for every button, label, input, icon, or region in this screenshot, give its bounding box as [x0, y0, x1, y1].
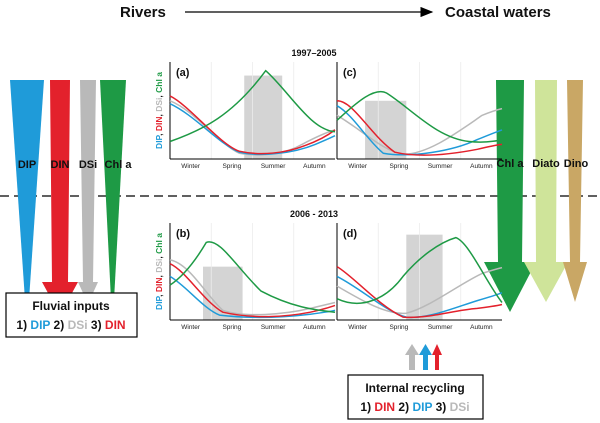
- panel-b-chl-curve: [169, 241, 336, 313]
- panel-d-dip-curve: [336, 275, 503, 319]
- panel-b-season-winter: Winter: [181, 324, 201, 331]
- panel-c-dip-curve: [336, 105, 503, 156]
- panel-c-chl-curve: [336, 90, 503, 143]
- panel-b-season-autumn: Autumn: [303, 324, 326, 331]
- coastal-arrow-dino: [563, 80, 587, 302]
- coastal-label-diato: Diato: [532, 158, 560, 170]
- coastal-label-chl: Chl a: [497, 158, 525, 170]
- coastal-label-dino: Dino: [564, 158, 589, 170]
- panel-d-season-spring: Spring: [389, 324, 408, 331]
- panel-c-season-autumn: Autumn: [470, 163, 493, 170]
- panel-a-y-label: DIP, DIN, DSi, Chl a: [154, 72, 164, 149]
- panel-a-season-winter: Winter: [181, 163, 201, 170]
- internal-recycling-title: Internal recycling: [365, 381, 464, 395]
- panel-b-dsi-curve: [169, 259, 336, 316]
- river-arrow-din: [42, 80, 78, 315]
- recycling-arrow-dsi: [405, 344, 419, 370]
- fluvial-inputs-box: Fluvial inputs 1) DIP 2) DSi 3) DIN: [5, 292, 138, 338]
- panel-a-season-spring: Spring: [222, 163, 241, 170]
- panel-b-y-label: DIP, DIN, DSi, Chl a: [154, 233, 164, 310]
- panel-a-chl-curve: [169, 69, 336, 143]
- panel-a-din-curve: [169, 95, 336, 155]
- river-arrow-dip: [10, 80, 44, 300]
- panel-d-season-summer: Summer: [428, 324, 453, 331]
- panel-a-season-highlight: [244, 75, 283, 159]
- fluvial-inputs-title: Fluvial inputs: [32, 299, 110, 313]
- internal-recycling-box: Internal recycling 1) DIN 2) DIP 3) DSi: [347, 374, 484, 420]
- panel-c-season-summer: Summer: [428, 163, 453, 170]
- panel-d: (d) Winter Spring Summer Autumn: [336, 223, 503, 331]
- panel-d-season-winter: Winter: [348, 324, 368, 331]
- recycling-arrows: [405, 344, 442, 370]
- panel-c-letter: (c): [343, 67, 357, 79]
- river-label-dip: DIP: [18, 159, 36, 171]
- panel-a: (a) Winter Spring Summer Autumn DIP, DIN, DSi…: [154, 62, 336, 170]
- river-arrow-chl: [100, 80, 126, 300]
- panel-c-season-spring: Spring: [389, 163, 408, 170]
- panel-d-season-autumn: Autumn: [470, 324, 493, 331]
- panel-c-season-winter: Winter: [348, 163, 368, 170]
- panel-b-season-highlight: [203, 266, 243, 320]
- header-rivers: Rivers: [120, 4, 166, 21]
- panels: (a) Winter Spring Summer Autumn DIP, DIN, DSi…: [154, 62, 503, 331]
- panel-c-din-curve: [336, 100, 503, 156]
- period-label-top: 1997–2005: [291, 48, 336, 58]
- panel-b-season-summer: Summer: [261, 324, 286, 331]
- period-label-bottom: 2006 - 2013: [290, 209, 338, 219]
- panel-d-season-highlight: [406, 234, 443, 320]
- panel-d-chl-curve: [336, 236, 503, 304]
- panel-b-din-curve: [169, 263, 336, 318]
- fluvial-inputs-ranking: 1) DIP 2) DSi 3) DIN: [16, 318, 125, 332]
- river-label-din: DIN: [51, 159, 70, 171]
- panel-b: (b) Winter Spring Summer Autumn DIP, DIN, DSi…: [154, 223, 336, 331]
- recycling-arrow-dip: [419, 344, 432, 370]
- panel-a-season-autumn: Autumn: [303, 163, 326, 170]
- panel-d-letter: (d): [343, 228, 357, 240]
- river-label-dsi: DSi: [79, 159, 97, 171]
- panel-a-letter: (a): [176, 67, 190, 79]
- panel-b-season-spring: Spring: [222, 324, 241, 331]
- panel-c-dsi-curve: [336, 107, 503, 155]
- panel-d-dsi-curve: [336, 266, 503, 314]
- coastal-arrow-diato: [524, 80, 568, 302]
- internal-recycling-ranking: 1) DIN 2) DIP 3) DSi: [360, 400, 469, 414]
- river-label-chl: Chl a: [105, 159, 133, 171]
- header-coastal-waters: Coastal waters: [445, 4, 551, 21]
- coastal-arrow-chl: [484, 80, 536, 312]
- recycling-arrow-din: [432, 344, 442, 370]
- coastal-labels: Chl a Diato Dino: [497, 158, 589, 170]
- panel-c: (c) Winter Spring Summer Autumn: [336, 62, 503, 170]
- panel-b-letter: (b): [176, 228, 190, 240]
- river-labels: DIP DIN DSi Chl a: [18, 159, 132, 171]
- river-arrow-dsi: [78, 80, 98, 304]
- panel-d-din-curve: [336, 265, 503, 319]
- panel-a-season-summer: Summer: [261, 163, 286, 170]
